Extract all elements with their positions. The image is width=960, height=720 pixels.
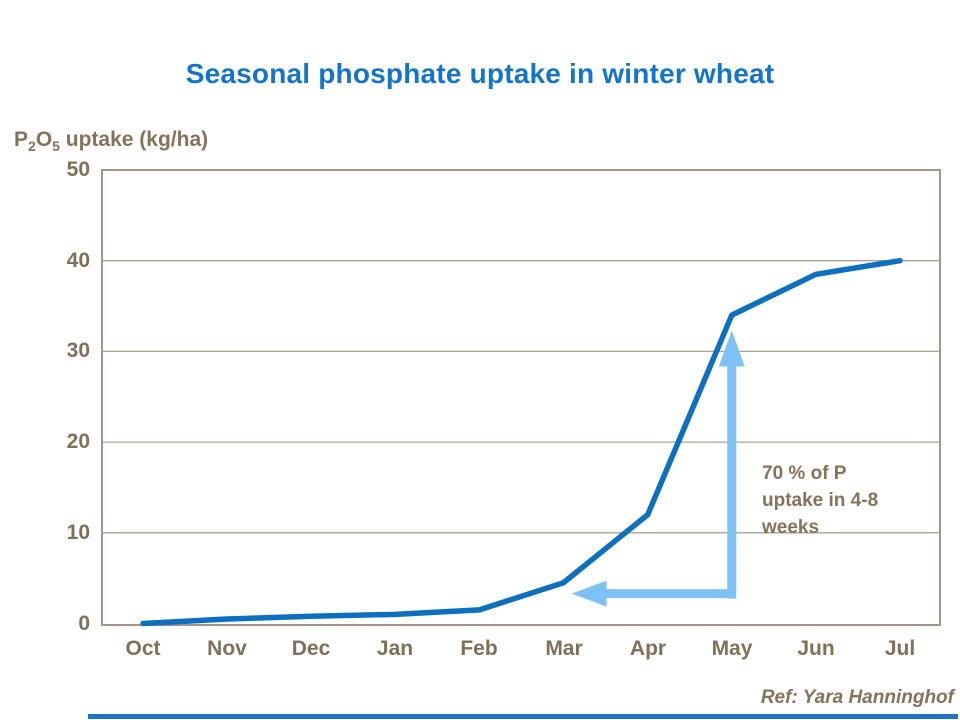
annotation-line: 70 % of P (762, 463, 847, 484)
y-axis-tick-label: 40 (66, 249, 90, 272)
up-arrow-icon (718, 330, 745, 367)
annotation-text: 70 % of P uptake in 4-8 weeks (762, 460, 937, 541)
y-axis-label-subscript: 2 (28, 138, 36, 154)
x-axis-label: Apr (629, 637, 667, 660)
x-axis-label: Dec (291, 637, 331, 660)
reference-text: Ref: Yara Hanninghof (760, 687, 954, 708)
y-axis-tick-label: 30 (66, 339, 90, 362)
y-axis-label-part: O (35, 128, 53, 151)
x-axis-label: Jan (376, 637, 414, 660)
annotation-line: weeks (762, 517, 820, 538)
x-axis-label: Oct (125, 637, 161, 660)
footer-accent-bar (88, 714, 958, 719)
y-axis-label-subscript: 5 (52, 138, 60, 154)
x-axis-label: Nov (207, 637, 247, 660)
x-axis-label: May (711, 637, 753, 660)
y-axis-label: P2O5 uptake (kg/ha) (14, 128, 209, 154)
y-axis-tick-label: 20 (66, 430, 90, 453)
y-axis-tick-label: 10 (66, 521, 90, 544)
uptake-line (140, 257, 903, 627)
plot-border (101, 169, 941, 626)
x-axis-label: Mar (545, 637, 583, 660)
y-axis-label-part: uptake (kg/ha) (59, 128, 209, 151)
x-axis-label: Feb (460, 637, 498, 660)
x-axis-label: Jun (797, 637, 835, 660)
left-arrow-icon (571, 580, 607, 607)
chart-title: Seasonal phosphate uptake in winter whea… (185, 58, 775, 89)
y-axis-label-part: P (14, 128, 29, 151)
y-axis-tick-label: 0 (78, 612, 90, 635)
y-axis-tick-label: 50 (66, 158, 90, 181)
annotation-line: uptake in 4-8 (762, 490, 879, 511)
x-axis-label: Jul (884, 637, 916, 660)
